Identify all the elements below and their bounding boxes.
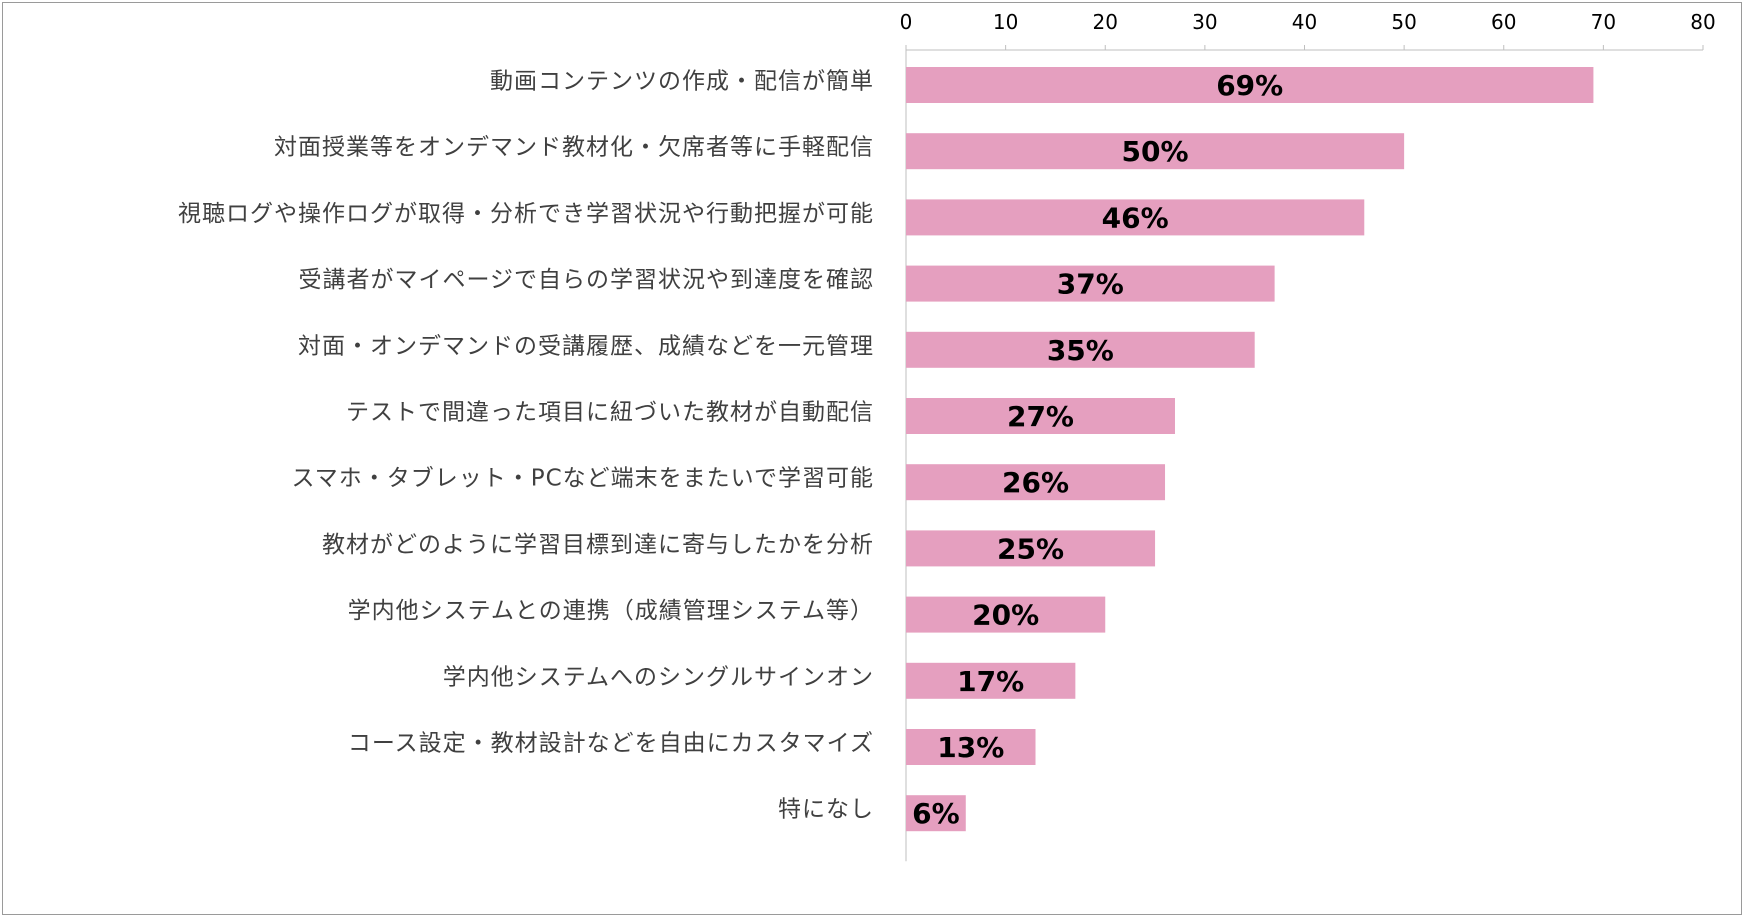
x-tick-label: 30 xyxy=(1192,10,1217,34)
bar xyxy=(906,331,1255,368)
category-label: 対面授業等をオンデマンド教材化・欠席者等に手軽配信 xyxy=(274,135,874,161)
bar xyxy=(906,729,1036,765)
category-label: 対面・オンデマンドの受講履歴、成績などを一元管理 xyxy=(298,333,874,359)
data-label: 27% xyxy=(1007,400,1074,433)
data-label: 37% xyxy=(1057,268,1124,301)
bar xyxy=(906,795,966,832)
x-tick-label: 0 xyxy=(900,10,913,34)
category-label: テストで間違った項目に紐づいた教材が自動配信 xyxy=(346,400,874,426)
x-tick-label: 40 xyxy=(1292,10,1317,34)
category-label: 動画コンテンツの作成・配信が簡単 xyxy=(490,69,874,95)
data-label: 35% xyxy=(1047,334,1114,367)
x-tick-label: 80 xyxy=(1690,10,1715,34)
data-label: 25% xyxy=(997,532,1064,565)
category-label: 視聴ログや操作ログが取得・分析でき学習状況や行動把握が可能 xyxy=(178,201,874,227)
data-label: 69% xyxy=(1216,69,1283,102)
category-label: コース設定・教材設計などを自由にカスタマイズ xyxy=(348,731,874,757)
bars-group xyxy=(906,67,1594,832)
data-label: 50% xyxy=(1122,135,1189,168)
bar xyxy=(906,596,1106,633)
bar xyxy=(906,67,1594,103)
x-tick-label: 20 xyxy=(1093,10,1118,34)
bar xyxy=(906,133,1405,170)
bar xyxy=(906,199,1365,236)
category-label: 学内他システムへのシングルサインオン xyxy=(443,664,874,690)
data-label: 26% xyxy=(1002,466,1069,499)
data-label: 17% xyxy=(957,665,1024,698)
data-label: 20% xyxy=(972,599,1039,632)
x-tick-label: 10 xyxy=(993,10,1018,34)
x-tick-label: 50 xyxy=(1391,10,1416,34)
category-label: 特になし xyxy=(778,797,874,823)
category-label: 教材がどのように学習目標到達に寄与したかを分析 xyxy=(322,532,874,558)
data-labels: 69% 50% 46% 37% 35% 27% 26% 25% 20% 17% 13% 6% xyxy=(912,69,1283,830)
bar xyxy=(906,530,1156,567)
x-axis: 0 10 20 30 40 50 60 70 80 xyxy=(900,10,1716,862)
bar xyxy=(906,464,1166,501)
category-label: 受講者がマイページで自らの学習状況や到達度を確認 xyxy=(298,267,874,293)
bar xyxy=(906,398,1175,434)
data-label: 6% xyxy=(912,797,960,830)
bar xyxy=(906,265,1275,302)
bar xyxy=(906,662,1076,699)
x-tick-label: 70 xyxy=(1591,10,1616,34)
category-label: スマホ・タブレット・PCなど端末をまたいで学習可能 xyxy=(291,466,874,492)
x-tick-label: 60 xyxy=(1491,10,1516,34)
category-labels: 動画コンテンツの作成・配信が簡単対面授業等をオンデマンド教材化・欠席者等に手軽配… xyxy=(178,69,874,823)
data-label: 46% xyxy=(1102,201,1169,234)
data-label: 13% xyxy=(937,731,1004,764)
category-label: 学内他システムとの連携（成績管理システム等） xyxy=(348,598,874,624)
